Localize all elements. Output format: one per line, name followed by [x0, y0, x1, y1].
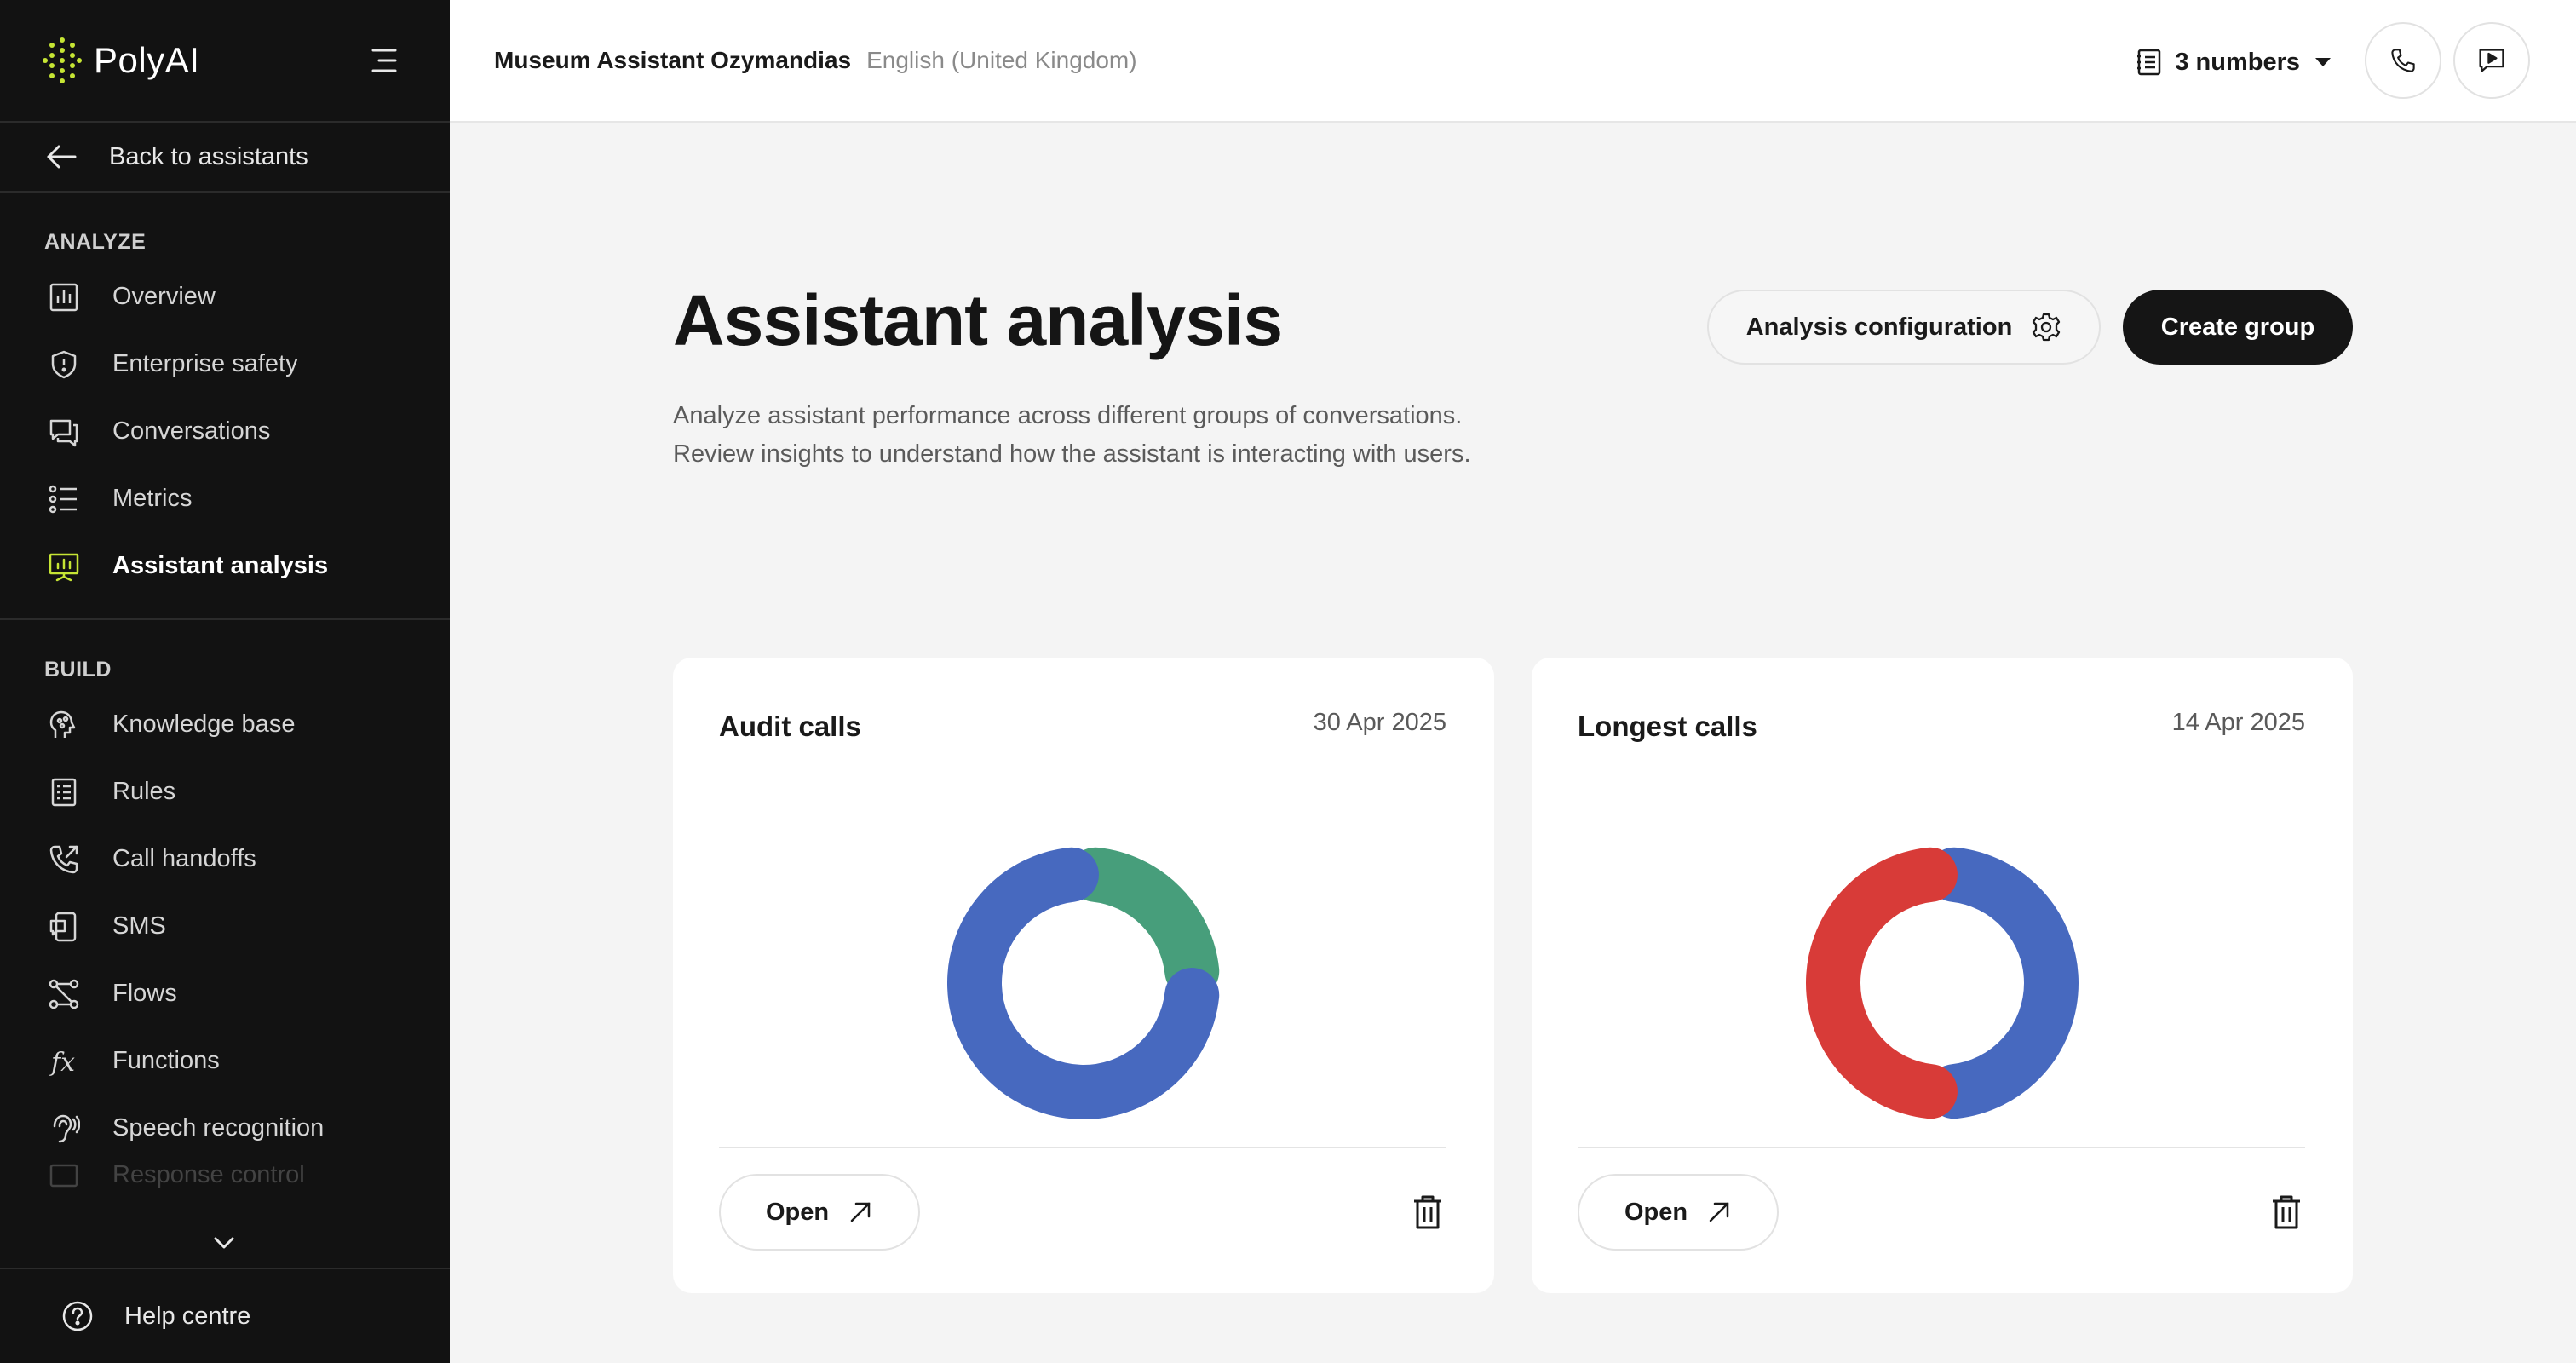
bar-chart-icon: [49, 283, 78, 311]
create-group-button[interactable]: Create group: [2123, 290, 2353, 365]
numbers-label: 3 numbers: [2175, 48, 2300, 76]
sidebar-item-label: Response control: [112, 1162, 305, 1188]
help-circle-icon: [62, 1301, 93, 1331]
chevron-down-icon[interactable]: [210, 1232, 239, 1254]
page-description: Analyze assistant performance across dif…: [673, 397, 1471, 474]
gear-icon: [2033, 313, 2061, 342]
analysis-group-card: Audit calls 30 Apr 2025 Open: [673, 658, 1494, 1293]
sidebar-item-label: Assistant analysis: [112, 552, 329, 579]
menu-toggle-icon[interactable]: [366, 43, 402, 78]
numbers-dropdown[interactable]: 3 numbers: [2136, 39, 2332, 85]
sidebar: PolyAI Back to assistants ANALYZE Overvi…: [0, 0, 450, 1363]
sidebar-item-label: Conversations: [112, 417, 271, 445]
donut-segment: [1927, 847, 2079, 1119]
sidebar-item-label: Enterprise safety: [112, 350, 298, 377]
sidebar-item-label: Call handoffs: [112, 845, 256, 872]
response-icon: [49, 1164, 78, 1188]
analysis-configuration-button[interactable]: Analysis configuration: [1707, 290, 2101, 365]
card-title: Longest calls: [1578, 710, 1757, 742]
help-centre-link[interactable]: Help centre: [0, 1268, 450, 1363]
function-icon: fx: [49, 1048, 75, 1078]
chat-bubbles-icon: [49, 419, 78, 446]
sidebar-item-label: Metrics: [112, 485, 193, 512]
back-to-assistants-link[interactable]: Back to assistants: [0, 123, 450, 193]
sidebar-item-conversations[interactable]: Conversations: [0, 398, 450, 465]
brain-icon: [49, 710, 76, 738]
svg-text:fx: fx: [49, 1048, 75, 1078]
assistant-name: Museum Assistant Ozymandias: [494, 47, 852, 73]
sidebar-item-response-control[interactable]: Response control: [0, 1162, 450, 1188]
card-divider: [1578, 1147, 2305, 1148]
phone-icon: [2391, 49, 2415, 72]
donut-chart: [947, 847, 1220, 1119]
open-label: Open: [1624, 1198, 1688, 1226]
sidebar-item-label: Rules: [112, 778, 176, 805]
donut-segment: [1068, 847, 1220, 998]
analysis-group-card: Longest calls 14 Apr 2025 Open: [1532, 658, 2353, 1293]
rules-icon: [51, 778, 77, 806]
sidebar-item-label: Functions: [112, 1047, 220, 1074]
sidebar-item-label: Speech recognition: [112, 1114, 325, 1142]
open-label: Open: [765, 1198, 830, 1226]
section-title-build: BUILD: [44, 658, 112, 682]
shield-icon: [51, 350, 77, 378]
card-divider: [719, 1147, 1446, 1148]
flows-icon: [49, 979, 79, 1009]
create-group-label: Create group: [2160, 313, 2315, 341]
brand-name: PolyAI: [94, 40, 200, 80]
analysis-configuration-label: Analysis configuration: [1745, 313, 2013, 341]
sidebar-item-overview[interactable]: Overview: [0, 263, 450, 331]
phone-forward-icon: [49, 845, 78, 873]
card-date: 14 Apr 2025: [2171, 709, 2305, 736]
trash-icon[interactable]: [1411, 1194, 1445, 1230]
topbar: Museum Assistant Ozymandias English (Uni…: [450, 0, 2576, 123]
caret-down-icon: [2315, 58, 2331, 66]
back-label: Back to assistants: [109, 142, 308, 170]
list-icon: [49, 485, 77, 513]
sidebar-item-flows[interactable]: Flows: [0, 960, 450, 1027]
phonebook-icon: [2137, 49, 2161, 76]
ear-icon: [53, 1114, 80, 1142]
open-button[interactable]: Open: [1578, 1174, 1779, 1251]
arrow-up-right-icon: [1709, 1202, 1729, 1222]
donut-segment: [947, 847, 1220, 1119]
sidebar-divider: [0, 618, 450, 620]
page-description-line: Analyze assistant performance across dif…: [673, 402, 1463, 429]
sidebar-item-label: Flows: [112, 980, 177, 1007]
card-title: Audit calls: [719, 710, 861, 742]
donut-chart: [1806, 847, 2079, 1119]
donut-segment: [1806, 847, 1958, 1119]
sidebar-item-knowledge-base[interactable]: Knowledge base: [0, 691, 450, 758]
polyai-logo-icon: [43, 37, 82, 83]
arrow-up-right-icon: [850, 1202, 871, 1222]
sidebar-item-functions[interactable]: fx Functions: [0, 1027, 450, 1095]
sidebar-item-assistant-analysis[interactable]: Assistant analysis: [0, 532, 450, 600]
chat-button[interactable]: [2453, 22, 2530, 99]
arrow-left-icon: [47, 145, 77, 169]
page-description-line: Review insights to understand how the as…: [673, 440, 1471, 468]
assistant-language: English (United Kingdom): [866, 47, 1137, 73]
sidebar-item-call-handoffs[interactable]: Call handoffs: [0, 825, 450, 893]
sidebar-item-label: Knowledge base: [112, 710, 296, 738]
section-title-analyze: ANALYZE: [44, 230, 147, 254]
sidebar-item-label: Overview: [112, 283, 216, 310]
sms-icon: [49, 912, 77, 941]
sidebar-item-speech-recognition[interactable]: Speech recognition: [0, 1095, 450, 1162]
logo[interactable]: PolyAI: [43, 37, 199, 84]
trash-icon[interactable]: [2269, 1194, 2303, 1230]
sidebar-item-sms[interactable]: SMS: [0, 893, 450, 960]
card-date: 30 Apr 2025: [1313, 709, 1446, 736]
sidebar-item-rules[interactable]: Rules: [0, 758, 450, 825]
open-button[interactable]: Open: [719, 1174, 920, 1251]
help-label: Help centre: [124, 1302, 251, 1330]
sidebar-item-enterprise-safety[interactable]: Enterprise safety: [0, 331, 450, 398]
presentation-chart-icon: [49, 553, 79, 581]
sidebar-header: PolyAI: [0, 0, 450, 123]
chat-play-icon: [2479, 49, 2504, 72]
sidebar-item-label: SMS: [112, 912, 166, 940]
sidebar-item-metrics[interactable]: Metrics: [0, 465, 450, 532]
call-button[interactable]: [2365, 22, 2441, 99]
page-title: Assistant analysis: [673, 280, 1283, 360]
